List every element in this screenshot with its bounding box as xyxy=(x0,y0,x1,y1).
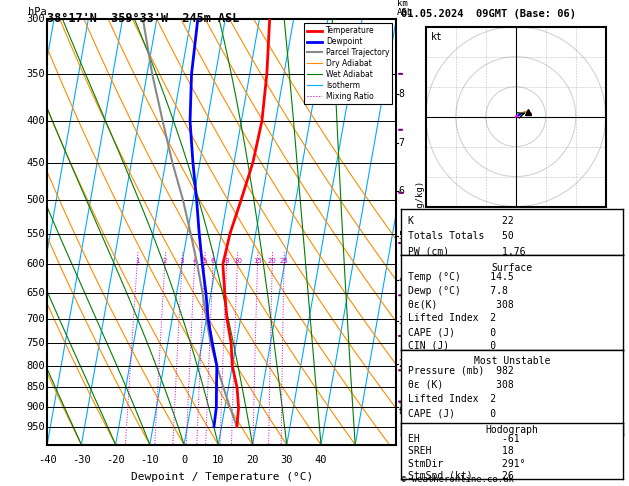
Text: 6: 6 xyxy=(211,258,215,264)
Text: θε (K)         308: θε (K) 308 xyxy=(408,380,514,390)
Text: 10: 10 xyxy=(233,258,242,264)
Text: 8: 8 xyxy=(398,88,404,99)
Text: -20: -20 xyxy=(106,455,125,465)
Text: 8: 8 xyxy=(225,258,229,264)
Text: 10: 10 xyxy=(212,455,225,465)
Text: 40: 40 xyxy=(314,455,327,465)
Text: 300: 300 xyxy=(26,15,45,24)
Text: CIN (J)       0: CIN (J) 0 xyxy=(408,423,496,433)
Text: SREH            18: SREH 18 xyxy=(408,446,514,456)
Text: PW (cm)         1.76: PW (cm) 1.76 xyxy=(408,246,525,257)
Text: kt: kt xyxy=(431,32,443,42)
Text: StmDir          291°: StmDir 291° xyxy=(408,459,525,469)
Text: Dewp (°C)     7.8: Dewp (°C) 7.8 xyxy=(408,286,508,296)
Text: 350: 350 xyxy=(26,69,45,79)
Text: Temp (°C)     14.5: Temp (°C) 14.5 xyxy=(408,272,514,282)
Text: 3: 3 xyxy=(180,258,184,264)
Text: 7: 7 xyxy=(398,139,404,148)
Text: 38°17'N  359°33'W  245m ASL: 38°17'N 359°33'W 245m ASL xyxy=(47,12,240,25)
Text: 850: 850 xyxy=(26,382,45,392)
Text: km
ASL: km ASL xyxy=(398,0,413,17)
Text: 30: 30 xyxy=(281,455,293,465)
Text: 0: 0 xyxy=(181,455,187,465)
Text: Dewpoint / Temperature (°C): Dewpoint / Temperature (°C) xyxy=(131,472,313,482)
Text: CAPE (J)      0: CAPE (J) 0 xyxy=(408,327,496,337)
Text: LCL: LCL xyxy=(398,407,413,416)
Text: CIN (J)       0: CIN (J) 0 xyxy=(408,341,496,351)
Text: © weatheronline.co.uk: © weatheronline.co.uk xyxy=(401,474,514,484)
Text: 2: 2 xyxy=(163,258,167,264)
Text: K               22: K 22 xyxy=(408,216,514,226)
Text: 1: 1 xyxy=(398,402,404,413)
Text: 2: 2 xyxy=(398,359,404,369)
Text: θε(K)          308: θε(K) 308 xyxy=(408,300,514,310)
Text: 400: 400 xyxy=(26,116,45,126)
Text: CAPE (J)      0: CAPE (J) 0 xyxy=(408,409,496,418)
Text: Lifted Index  2: Lifted Index 2 xyxy=(408,394,496,404)
Text: Lifted Index  2: Lifted Index 2 xyxy=(408,313,496,324)
Text: Most Unstable: Most Unstable xyxy=(474,356,550,366)
Text: 25: 25 xyxy=(280,258,289,264)
Text: 15: 15 xyxy=(253,258,262,264)
Text: Totals Totals   50: Totals Totals 50 xyxy=(408,231,514,241)
Text: Pressure (mb)  982: Pressure (mb) 982 xyxy=(408,365,514,375)
Text: Mixing Ratio (g/kg): Mixing Ratio (g/kg) xyxy=(416,181,425,283)
Text: 500: 500 xyxy=(26,195,45,205)
Text: 3: 3 xyxy=(398,316,404,326)
Text: 950: 950 xyxy=(26,421,45,432)
Text: 800: 800 xyxy=(26,361,45,371)
Text: EH              -61: EH -61 xyxy=(408,434,520,444)
Text: -10: -10 xyxy=(140,455,159,465)
Text: 550: 550 xyxy=(26,228,45,239)
Text: 20: 20 xyxy=(268,258,277,264)
Text: 4: 4 xyxy=(398,275,404,285)
Text: 20: 20 xyxy=(247,455,259,465)
Text: Hodograph: Hodograph xyxy=(486,425,538,435)
Text: 750: 750 xyxy=(26,338,45,348)
Text: StmSpd (kt)     26: StmSpd (kt) 26 xyxy=(408,471,514,481)
Text: 01.05.2024  09GMT (Base: 06): 01.05.2024 09GMT (Base: 06) xyxy=(401,9,576,19)
Legend: Temperature, Dewpoint, Parcel Trajectory, Dry Adiabat, Wet Adiabat, Isotherm, Mi: Temperature, Dewpoint, Parcel Trajectory… xyxy=(304,23,392,104)
Text: 700: 700 xyxy=(26,313,45,324)
Text: hPa: hPa xyxy=(28,7,47,17)
Text: 1: 1 xyxy=(135,258,140,264)
Text: 4: 4 xyxy=(192,258,197,264)
Text: 5: 5 xyxy=(203,258,207,264)
Text: 5: 5 xyxy=(398,231,404,241)
Text: Surface: Surface xyxy=(491,263,533,273)
Text: -30: -30 xyxy=(72,455,91,465)
Text: 900: 900 xyxy=(26,402,45,413)
Text: 650: 650 xyxy=(26,288,45,297)
Text: 6: 6 xyxy=(398,186,404,196)
Text: 600: 600 xyxy=(26,259,45,269)
Text: -40: -40 xyxy=(38,455,57,465)
Text: 450: 450 xyxy=(26,157,45,168)
